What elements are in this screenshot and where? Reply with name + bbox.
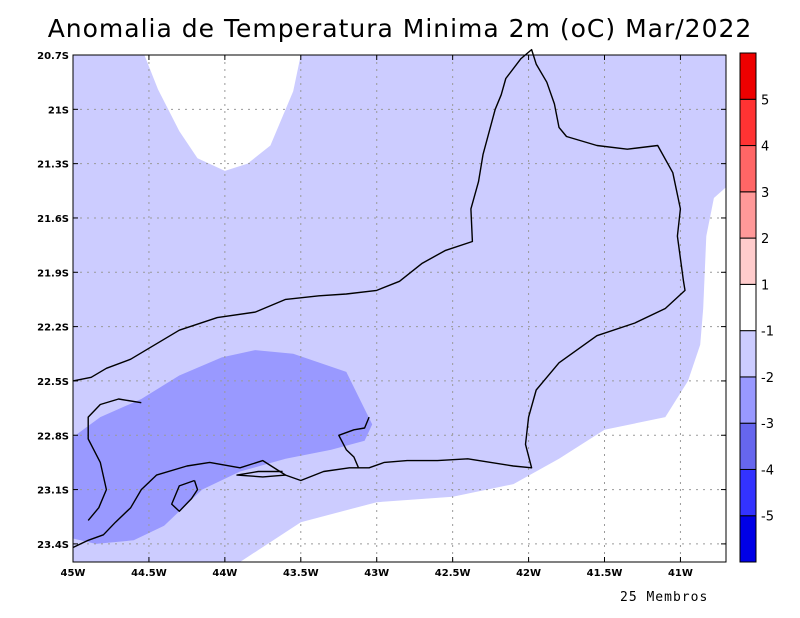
colorbar-label: -4 (761, 463, 774, 478)
x-tick-label: 45W (61, 568, 86, 579)
colorbar-swatch (739, 145, 757, 193)
colorbar-swatch (739, 283, 757, 332)
colorbar-swatch (739, 468, 757, 517)
y-tick-label: 20.7S (37, 51, 69, 62)
coastline-segment (338, 416, 370, 469)
y-tick-label: 22.2S (37, 323, 69, 334)
x-tick-label: 43W (364, 568, 389, 579)
colorbar-swatch (739, 191, 757, 239)
y-tick-label: 22.8S (37, 431, 69, 442)
coastline-segment (87, 398, 142, 521)
colorbar-label: 2 (761, 232, 769, 247)
coastline-segment (170, 479, 199, 512)
colorbar-label: 3 (761, 186, 769, 201)
x-tick-label: 42.5W (435, 568, 471, 579)
colorbar-label: 1 (761, 278, 769, 293)
colorbar-label: 5 (761, 93, 769, 108)
colorbar-swatch (739, 330, 757, 378)
y-axis-ticks: 20.7S 21S 21.3S 21.6S 21.9S 22.2S 22.5S 22.8S 23… (37, 51, 726, 551)
y-tick-label: 22.5S (37, 377, 69, 388)
colorbar: 5 4 3 2 1 -1 -2 -3 -4 -5 (739, 52, 774, 563)
anomaly-region-2 (73, 350, 373, 544)
map-title: Anomalia de Temperatura Minima 2m (oC) M… (47, 14, 753, 43)
colorbar-swatch (739, 237, 757, 285)
colorbar-label: -2 (761, 371, 774, 386)
x-axis-ticks: 45W 44.5W 44W 43.5W 43W 42.5W 42W 41.5W 41W (61, 55, 693, 579)
colorbar-label: 4 (761, 140, 769, 155)
colorbar-swatch (739, 376, 757, 424)
colorbar-label: -1 (761, 325, 774, 340)
colorbar-label: -3 (761, 417, 774, 432)
members-note: 25 Membros (620, 590, 709, 605)
x-tick-label: 44.5W (131, 568, 167, 579)
y-tick-label: 21S (48, 105, 69, 116)
coastline-layer (72, 48, 686, 549)
x-tick-label: 41W (668, 568, 693, 579)
coastline-segment (236, 470, 286, 478)
y-tick-label: 23.1S (37, 486, 69, 497)
x-tick-label: 42W (516, 568, 541, 579)
y-tick-label: 21.6S (37, 214, 69, 225)
y-tick-label: 21.9S (37, 268, 69, 279)
colorbar-swatch (739, 52, 757, 100)
colorbar-label: -5 (761, 510, 774, 525)
colorbar-swatch (739, 422, 757, 470)
x-tick-label: 41.5W (587, 568, 623, 579)
grid-lines (73, 55, 726, 562)
anomaly-fill-layer (73, 55, 726, 562)
y-tick-label: 23.4S (37, 540, 69, 551)
coastline-segment (72, 48, 686, 549)
colorbar-swatch (739, 515, 757, 563)
x-tick-label: 44W (212, 568, 237, 579)
y-tick-label: 21.3S (37, 160, 69, 171)
x-tick-label: 43.5W (283, 568, 319, 579)
map-frame (72, 54, 727, 563)
colorbar-swatch (739, 98, 757, 147)
